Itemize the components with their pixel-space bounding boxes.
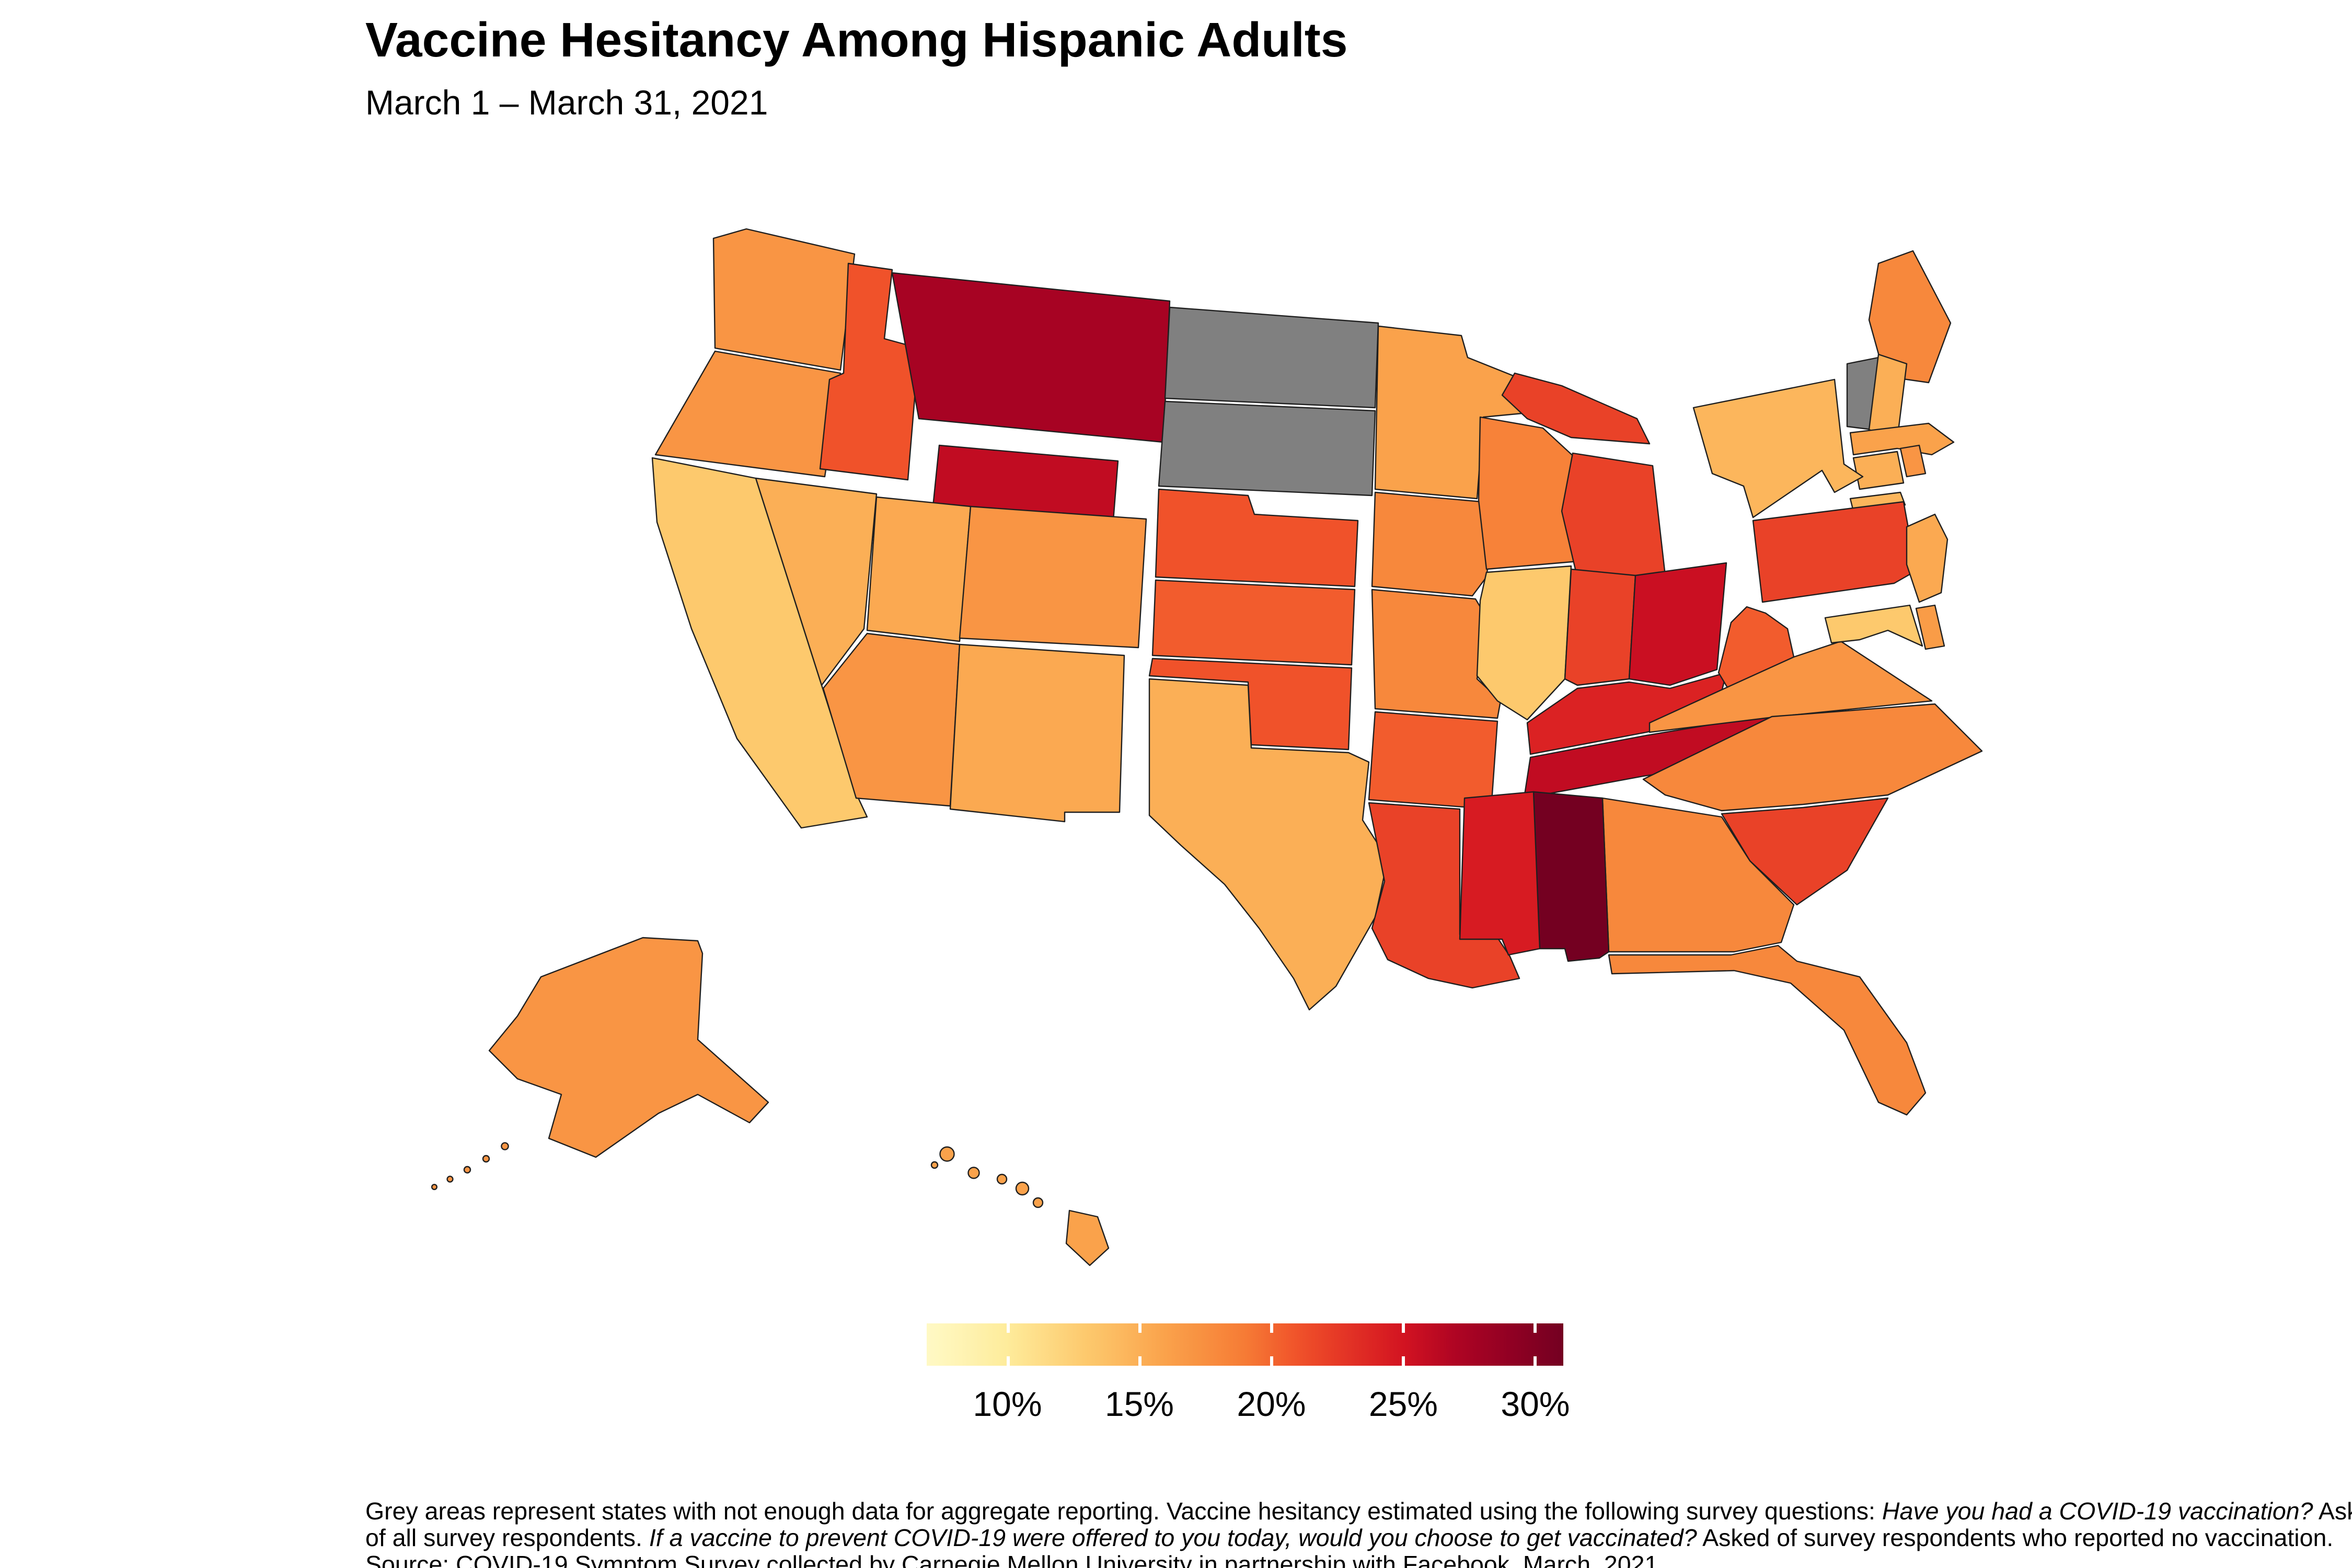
state-LA (1368, 802, 1520, 989)
state-AK (431, 937, 769, 1191)
state-ID (819, 262, 920, 481)
state-HI (930, 1146, 1110, 1266)
legend-tick-mark (1006, 1323, 1009, 1333)
legend-tick-label: 25% (1368, 1385, 1438, 1424)
state-MD (1824, 604, 1923, 647)
state-MS (1459, 791, 1541, 956)
state-OH (1628, 562, 1727, 686)
state-FL (1608, 944, 1927, 1116)
state-OR (654, 350, 841, 478)
state-AL (1532, 791, 1610, 962)
state-SD (1158, 400, 1376, 497)
footnote-survey-question: Have you had a COVID-19 vaccination? (1882, 1499, 2313, 1526)
legend-tick-label: 30% (1501, 1385, 1570, 1424)
state-AR (1368, 711, 1498, 810)
state-NC (1642, 703, 1983, 812)
state-NJ (1906, 513, 1949, 603)
footnote-segment: Grey areas represent states with not eno… (365, 1499, 1882, 1526)
state-CT (1852, 451, 1905, 490)
state-MA (1849, 422, 1955, 456)
state-UT (866, 496, 972, 642)
state-NV (755, 477, 878, 686)
state-KS (1151, 579, 1356, 666)
state-NM (949, 643, 1125, 823)
chart-subtitle: March 1 – March 31, 2021 (365, 83, 768, 122)
footnote-segment: Asked of survey respondents who reported… (365, 1526, 2334, 1568)
state-IA (1371, 491, 1495, 597)
state-ND (1164, 306, 1379, 409)
footnote-text: Grey areas represent states with not eno… (365, 1499, 2352, 1568)
legend-tick-mark (1270, 1323, 1273, 1333)
legend-gradient-bar: 10% 15% 20% 25% 30% (927, 1323, 1570, 1424)
state-ME (1868, 250, 1952, 384)
legend-tick-mark (1534, 1323, 1537, 1333)
state-MT (891, 272, 1171, 443)
legend-tick-mark (1534, 1356, 1537, 1366)
state-NE (1155, 488, 1359, 587)
legend-tick-label: 20% (1237, 1385, 1306, 1424)
legend-tick-label: 15% (1104, 1385, 1174, 1424)
legend-tick-mark (1006, 1356, 1009, 1366)
legend-tick-mark (1401, 1323, 1405, 1333)
state-VA (1648, 640, 1933, 733)
state-AZ (822, 632, 961, 807)
legend-tick-mark (1270, 1356, 1273, 1366)
state-PA (1752, 501, 1917, 603)
legend-tick-mark (1137, 1323, 1141, 1333)
chart-title: Vaccine Hesitancy Among Hispanic Adults (365, 13, 1348, 67)
state-IN (1564, 568, 1636, 686)
legend-tick-mark (1137, 1356, 1141, 1366)
state-TX (1148, 678, 1389, 1011)
footnote-survey-question: If a vaccine to prevent COVID-19 were of… (649, 1526, 1697, 1553)
state-WA (712, 228, 856, 371)
legend-tick-label: 10% (973, 1385, 1042, 1424)
state-RI (1899, 444, 1927, 478)
state-CO (959, 505, 1147, 649)
state-DE (1915, 604, 1945, 650)
footnote-segment: Asked of all survey respondents. (365, 1499, 2352, 1553)
state-GA (1601, 797, 1795, 953)
legend-tick-mark (1401, 1356, 1405, 1366)
